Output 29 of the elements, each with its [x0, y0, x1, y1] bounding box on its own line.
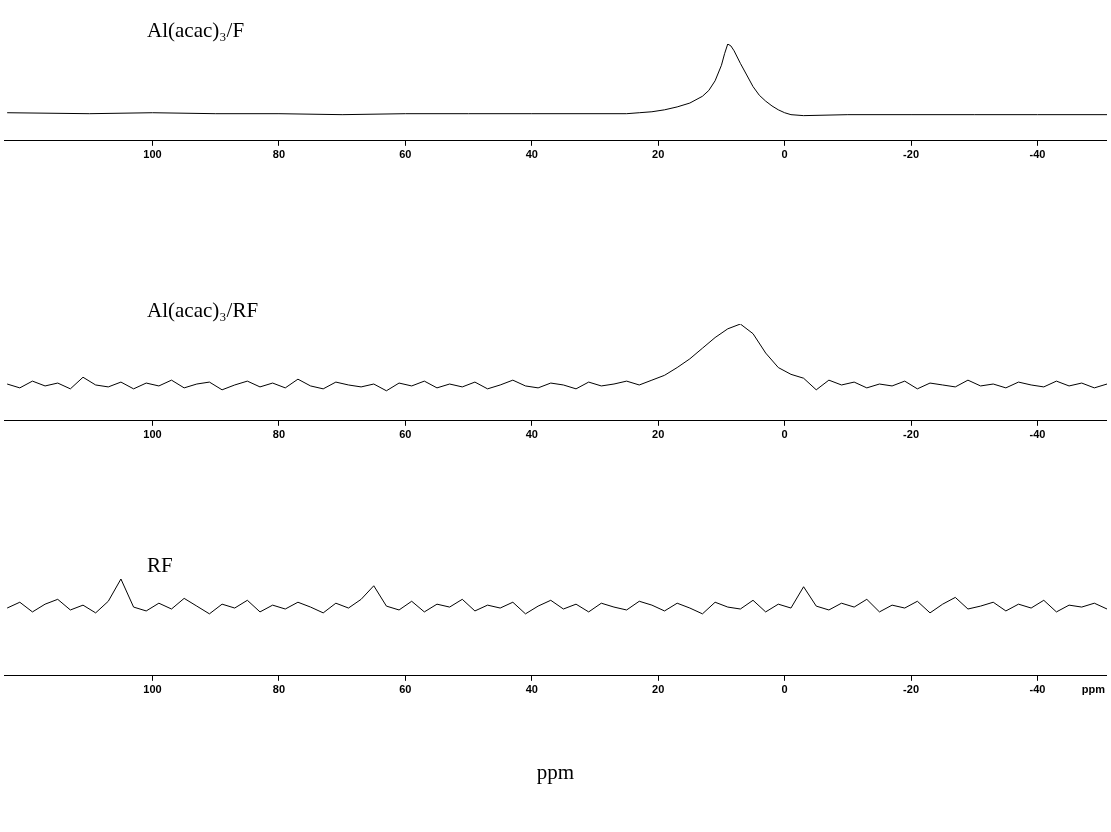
- x-tick-label: 60: [399, 683, 412, 696]
- text: ppm: [1081, 683, 1106, 696]
- x-tick-label: 60: [399, 148, 412, 161]
- x-tick-label: -40: [1029, 683, 1046, 696]
- x-tick-label: 0: [781, 148, 788, 161]
- x-tick-label: 100: [143, 148, 162, 161]
- x-tick-label: 80: [272, 428, 286, 441]
- x-tick-label: -20: [903, 148, 919, 161]
- x-tick-label: 60: [399, 428, 412, 441]
- x-tick-label: 100: [143, 683, 162, 696]
- x-tick-label: -40: [1029, 148, 1046, 161]
- x-tick-label: 40: [525, 428, 538, 441]
- chart-title: Al(acac)₃/RF: [147, 298, 259, 323]
- x-tick-label: -20: [903, 428, 919, 441]
- x-tick-label: 20: [652, 683, 665, 696]
- x-tick-label: 100: [143, 428, 162, 441]
- chart-title: Al(acac)₃/F: [147, 18, 245, 43]
- x-tick-label: -40: [1029, 428, 1046, 441]
- x-tick-label: 80: [272, 683, 286, 696]
- x-tick-label: 40: [525, 148, 538, 161]
- x-tick-label: 0: [781, 428, 788, 441]
- x-tick-label: 40: [525, 683, 538, 696]
- x-tick-label: 80: [272, 148, 286, 161]
- x-tick-label: 0: [781, 683, 788, 696]
- x-tick-label: -20: [903, 683, 919, 696]
- chart-title: RF: [147, 553, 173, 578]
- x-tick-label: 20: [652, 148, 665, 161]
- x-axis-title: ppm: [535, 760, 576, 785]
- x-tick-label: 20: [652, 428, 665, 441]
